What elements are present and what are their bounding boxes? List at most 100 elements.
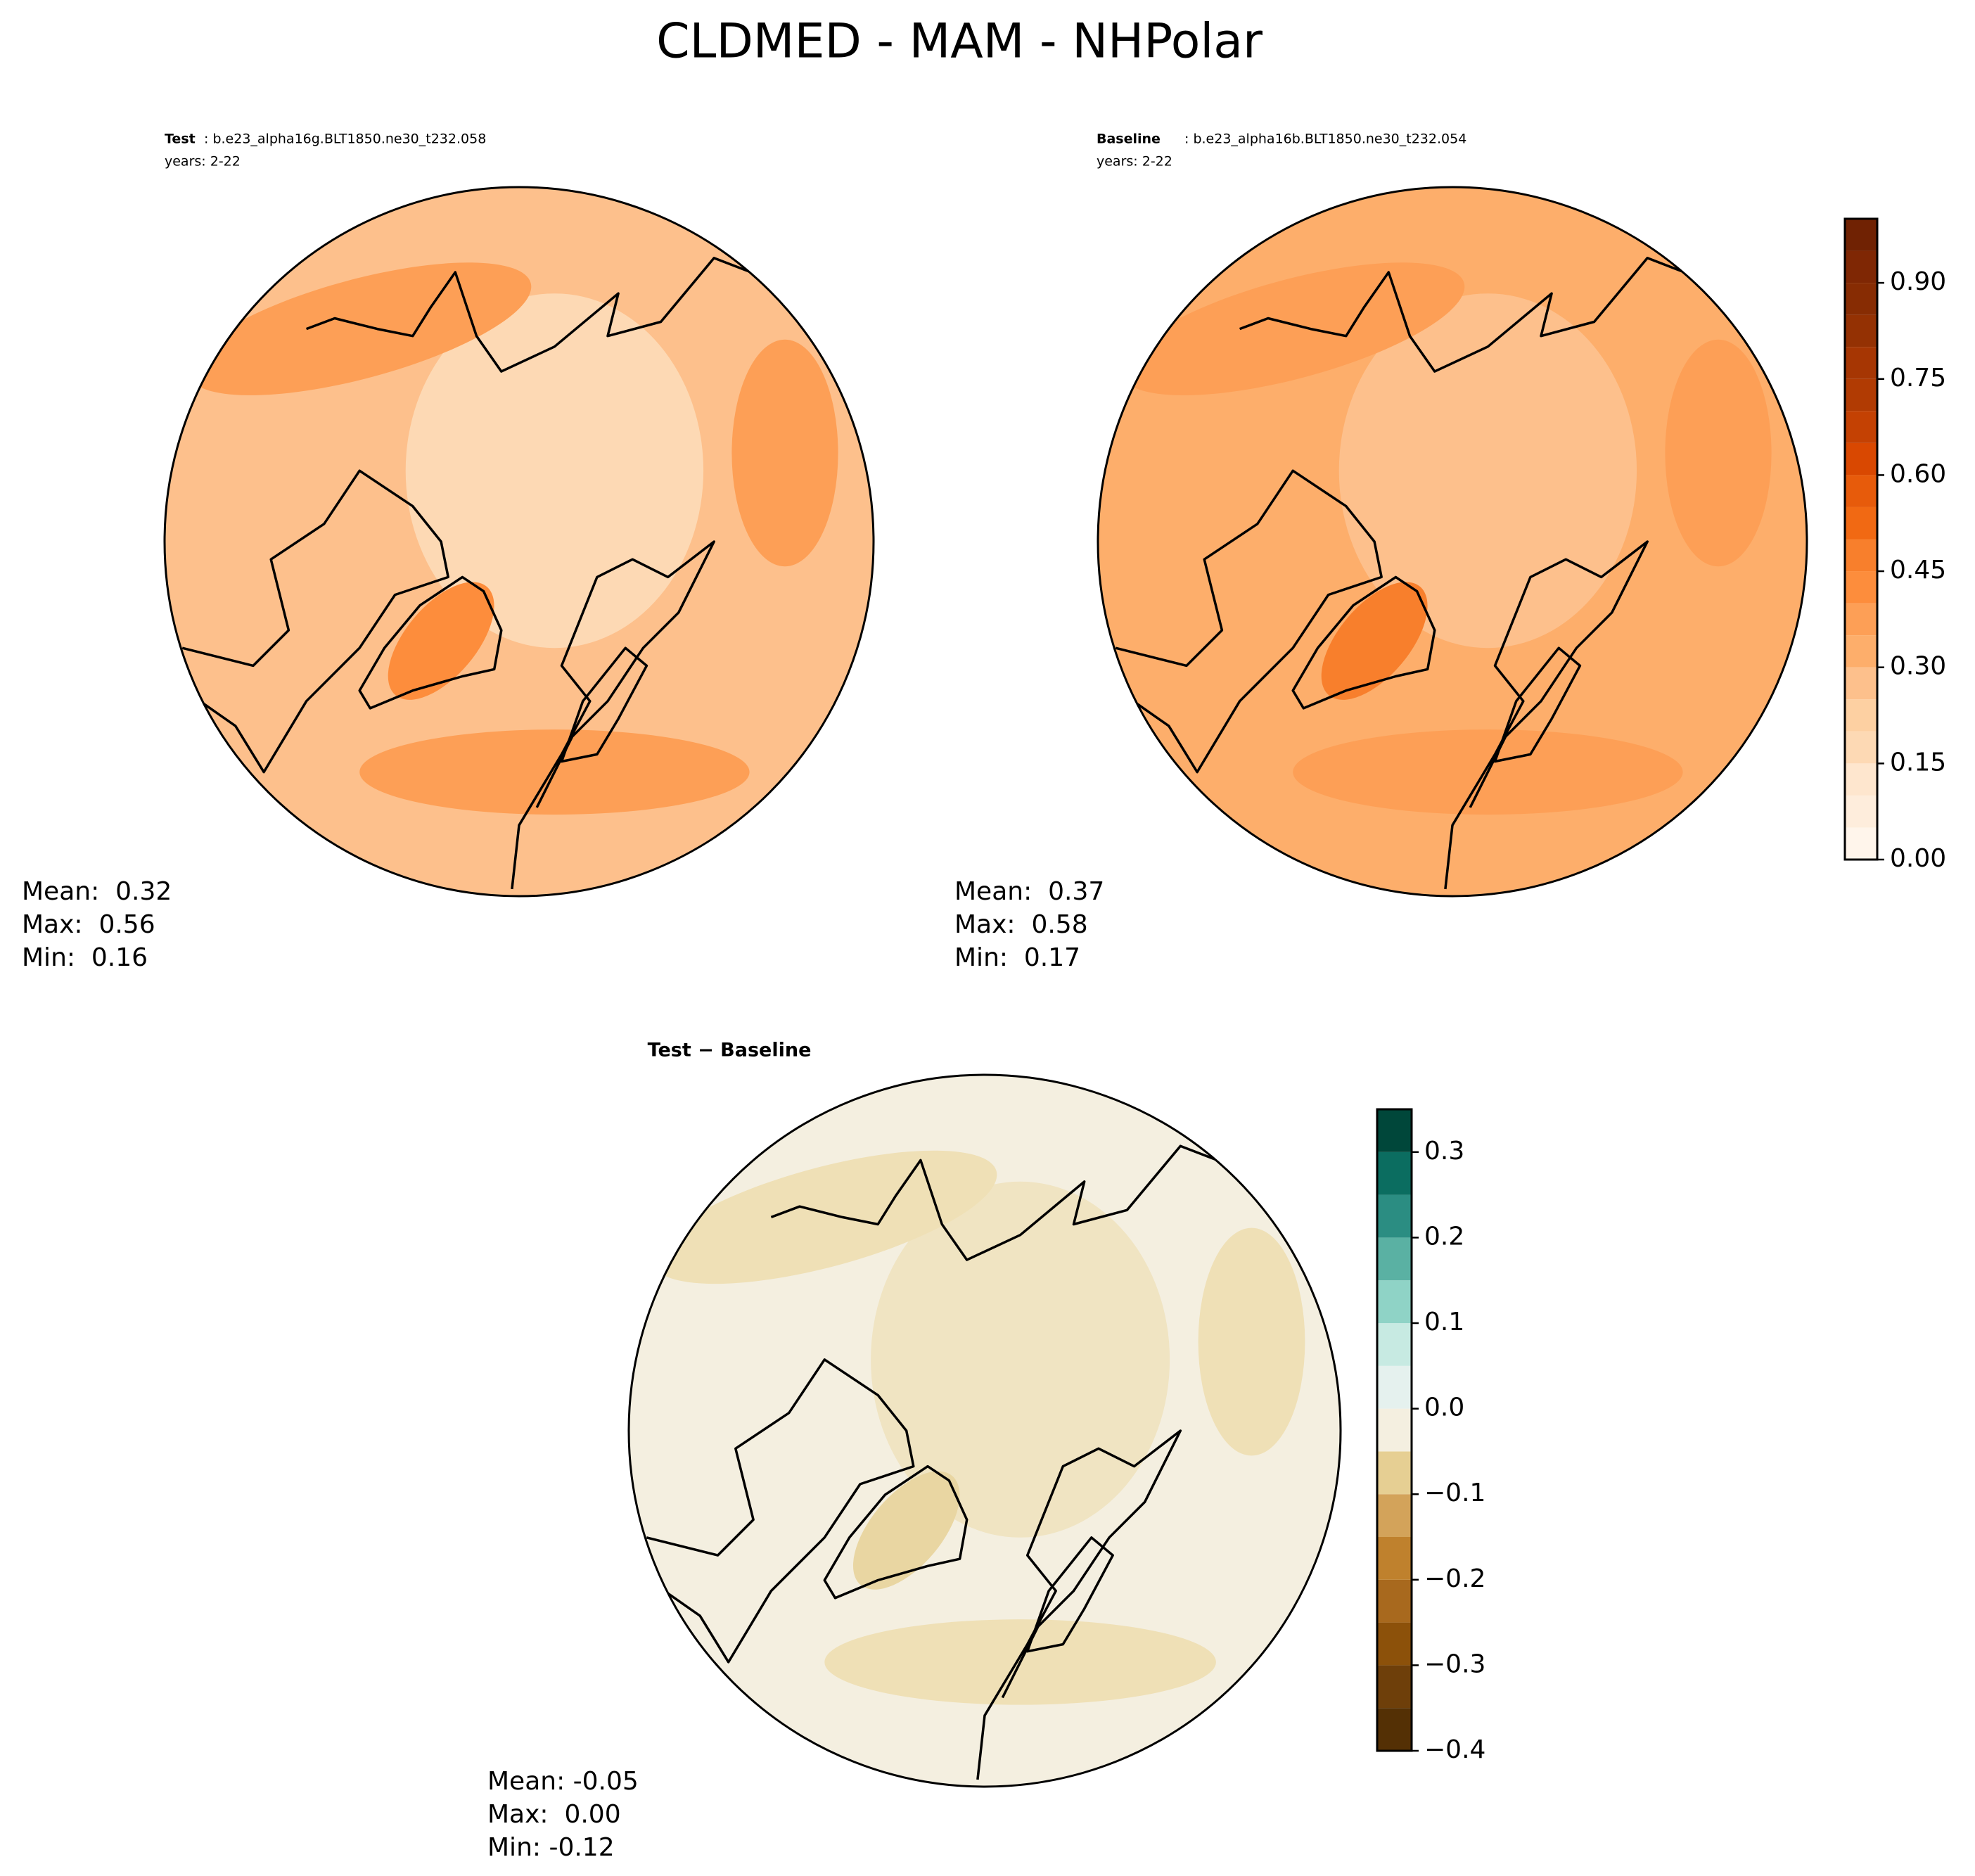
colorbar-segment [1377, 1708, 1412, 1751]
stat: Mean: 0.37 [954, 877, 1104, 906]
colorbar-tick-label: 0.3 [1424, 1137, 1464, 1166]
colorbar-segment [1845, 795, 1877, 828]
coastline [770, 1144, 1227, 1261]
coastline [1493, 646, 1582, 763]
colorbar-segment [1377, 1622, 1412, 1666]
colorbar-segment [1845, 314, 1877, 347]
stat: Mean: -0.05 [487, 1767, 639, 1796]
coastline [181, 469, 449, 774]
colorbar-segment [1377, 1408, 1412, 1452]
map-frame [163, 186, 875, 898]
colorbar-segment [1845, 699, 1877, 732]
map [1098, 187, 1807, 896]
coastline [1291, 575, 1436, 710]
colorbar-segment [1845, 283, 1877, 315]
colorbar-tick-label: 0.2 [1424, 1222, 1464, 1251]
colorbar-segment [1845, 603, 1877, 636]
coastline [823, 1465, 969, 1600]
colorbar-tick-label: −0.2 [1424, 1564, 1485, 1593]
colorbar-segment [1377, 1665, 1412, 1709]
colorbar-segment [1845, 635, 1877, 668]
map-field [731, 339, 838, 567]
coastline [305, 257, 761, 373]
colorbar-segment [1845, 250, 1877, 283]
colorbar-segment [1845, 442, 1877, 476]
map-field [852, 1471, 960, 1590]
colorbar-segment [1377, 1451, 1412, 1495]
map-field [1198, 1227, 1305, 1456]
coastline [1115, 469, 1383, 774]
colorbar-segment [1845, 506, 1877, 540]
colorbar-tick-label: −0.3 [1424, 1650, 1485, 1678]
colorbar-segment [1845, 347, 1877, 379]
case-name: : b.e23_alpha16b.BLT1850.ne30_t232.054 [1184, 132, 1466, 147]
colorbar-tick-label: −0.4 [1424, 1735, 1485, 1764]
stat: Mean: 0.32 [22, 877, 172, 906]
colorbar-segment [1377, 1579, 1412, 1623]
colorbar-segment [1845, 667, 1877, 700]
colorbar-frame [1843, 217, 1879, 861]
colorbar-tick-label: 0.1 [1424, 1308, 1464, 1336]
colorbar-tick-label: 0.60 [1890, 459, 1946, 488]
map-field [1121, 262, 1465, 395]
colorbar-segment [1377, 1323, 1412, 1366]
map-frame [1097, 186, 1808, 898]
colorbar-segment [1377, 1537, 1412, 1580]
colorbar-segment [1377, 1237, 1412, 1281]
colorbar-segment [1845, 827, 1877, 860]
colorbar-tick-label: 0.45 [1890, 556, 1946, 585]
map-field [1665, 339, 1772, 567]
panel-label: Test − Baseline [648, 1040, 812, 1061]
coastline [358, 575, 503, 710]
map-field [388, 582, 494, 700]
case-name: : b.e23_alpha16g.BLT1850.ne30_t232.058 [204, 132, 486, 147]
colorbar-tick-label: 0.90 [1890, 267, 1946, 296]
map-field [871, 1181, 1170, 1538]
panel-label: Test [165, 132, 196, 147]
coastline [646, 1358, 915, 1664]
colorbar-segment [1377, 1365, 1412, 1409]
coastline [1025, 1536, 1114, 1653]
map-field [1321, 582, 1428, 700]
colorbar-tick-label: 0.15 [1890, 748, 1946, 777]
colorbar-segment [1377, 1494, 1412, 1537]
colorbar-frame [1376, 1108, 1413, 1752]
stat: Max: 0.58 [954, 910, 1088, 939]
colorbar-segment [1377, 1151, 1412, 1195]
colorbar-segment [1845, 378, 1877, 411]
colorbar-segment [1377, 1109, 1412, 1152]
colorbar-tick-label: 0.75 [1890, 364, 1946, 393]
years: years: 2-22 [165, 154, 241, 170]
colorbar-segment [1377, 1280, 1412, 1323]
colorbar-segment [1845, 411, 1877, 443]
colorbar-tick-label: 0.30 [1890, 652, 1946, 681]
coastline [1239, 257, 1694, 373]
years: years: 2-22 [1097, 154, 1172, 170]
colorbar-segment [1377, 1194, 1412, 1238]
colorbar-tick-label: 0.00 [1890, 844, 1946, 873]
stat: Max: 0.00 [487, 1800, 621, 1829]
colorbar-segment [1845, 539, 1877, 572]
colorbar-tick-label: 0.0 [1424, 1393, 1464, 1422]
stat: Min: 0.16 [22, 943, 148, 972]
stat: Min: -0.12 [487, 1833, 615, 1862]
colorbar-segment [1845, 475, 1877, 507]
colorbar-tick-label: −0.1 [1424, 1479, 1485, 1507]
map-field [652, 1150, 997, 1284]
map-field [188, 262, 532, 395]
panel-label: Baseline [1097, 132, 1161, 147]
map-frame [627, 1073, 1342, 1788]
map [165, 187, 874, 896]
colorbar-segment [1845, 763, 1877, 796]
map-field [1338, 293, 1637, 649]
colorbar-segment [1845, 731, 1877, 764]
map [629, 1075, 1341, 1787]
colorbar-segment [1845, 219, 1877, 251]
coastline [560, 646, 648, 763]
stat: Min: 0.17 [954, 943, 1080, 972]
map-field [405, 293, 704, 649]
colorbar-segment [1845, 571, 1877, 604]
figure-title: CLDMED - MAM - NHPolar [656, 14, 1263, 70]
stat: Max: 0.56 [22, 910, 155, 939]
